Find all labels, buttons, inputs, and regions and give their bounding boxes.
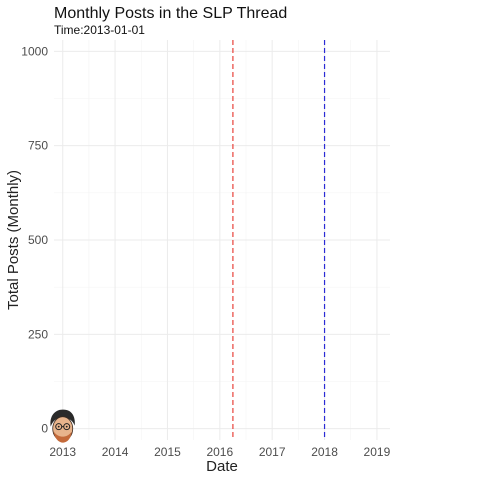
grid bbox=[54, 40, 390, 440]
y-tick-label: 750 bbox=[28, 139, 48, 153]
y-tick-label: 1000 bbox=[21, 44, 48, 58]
y-tick-label: 0 bbox=[41, 422, 48, 436]
data-point bbox=[50, 410, 74, 443]
x-axis-label: Date bbox=[206, 458, 238, 475]
x-tick-label: 2019 bbox=[364, 445, 391, 459]
x-tick-label: 2014 bbox=[102, 445, 129, 459]
x-tick-label: 2015 bbox=[154, 445, 181, 459]
y-tick-label: 500 bbox=[28, 233, 48, 247]
x-tick-label: 2018 bbox=[311, 445, 338, 459]
series bbox=[50, 410, 74, 443]
chart-title: Monthly Posts in the SLP Thread bbox=[54, 5, 287, 22]
x-tick-label: 2017 bbox=[259, 445, 286, 459]
x-tick-label: 2016 bbox=[206, 445, 233, 459]
y-axis-label: Total Posts (Monthly) bbox=[5, 170, 22, 310]
y-tick-label: 250 bbox=[28, 327, 48, 341]
cartoon-face-icon bbox=[50, 410, 74, 443]
ticks: 2013 2014 2015 2016 2017 2018 2019 0 250 500 750 10… bbox=[21, 44, 390, 459]
chart-subtitle: Time:2013-01-01 bbox=[54, 23, 145, 37]
x-tick-label: 2013 bbox=[49, 445, 76, 459]
